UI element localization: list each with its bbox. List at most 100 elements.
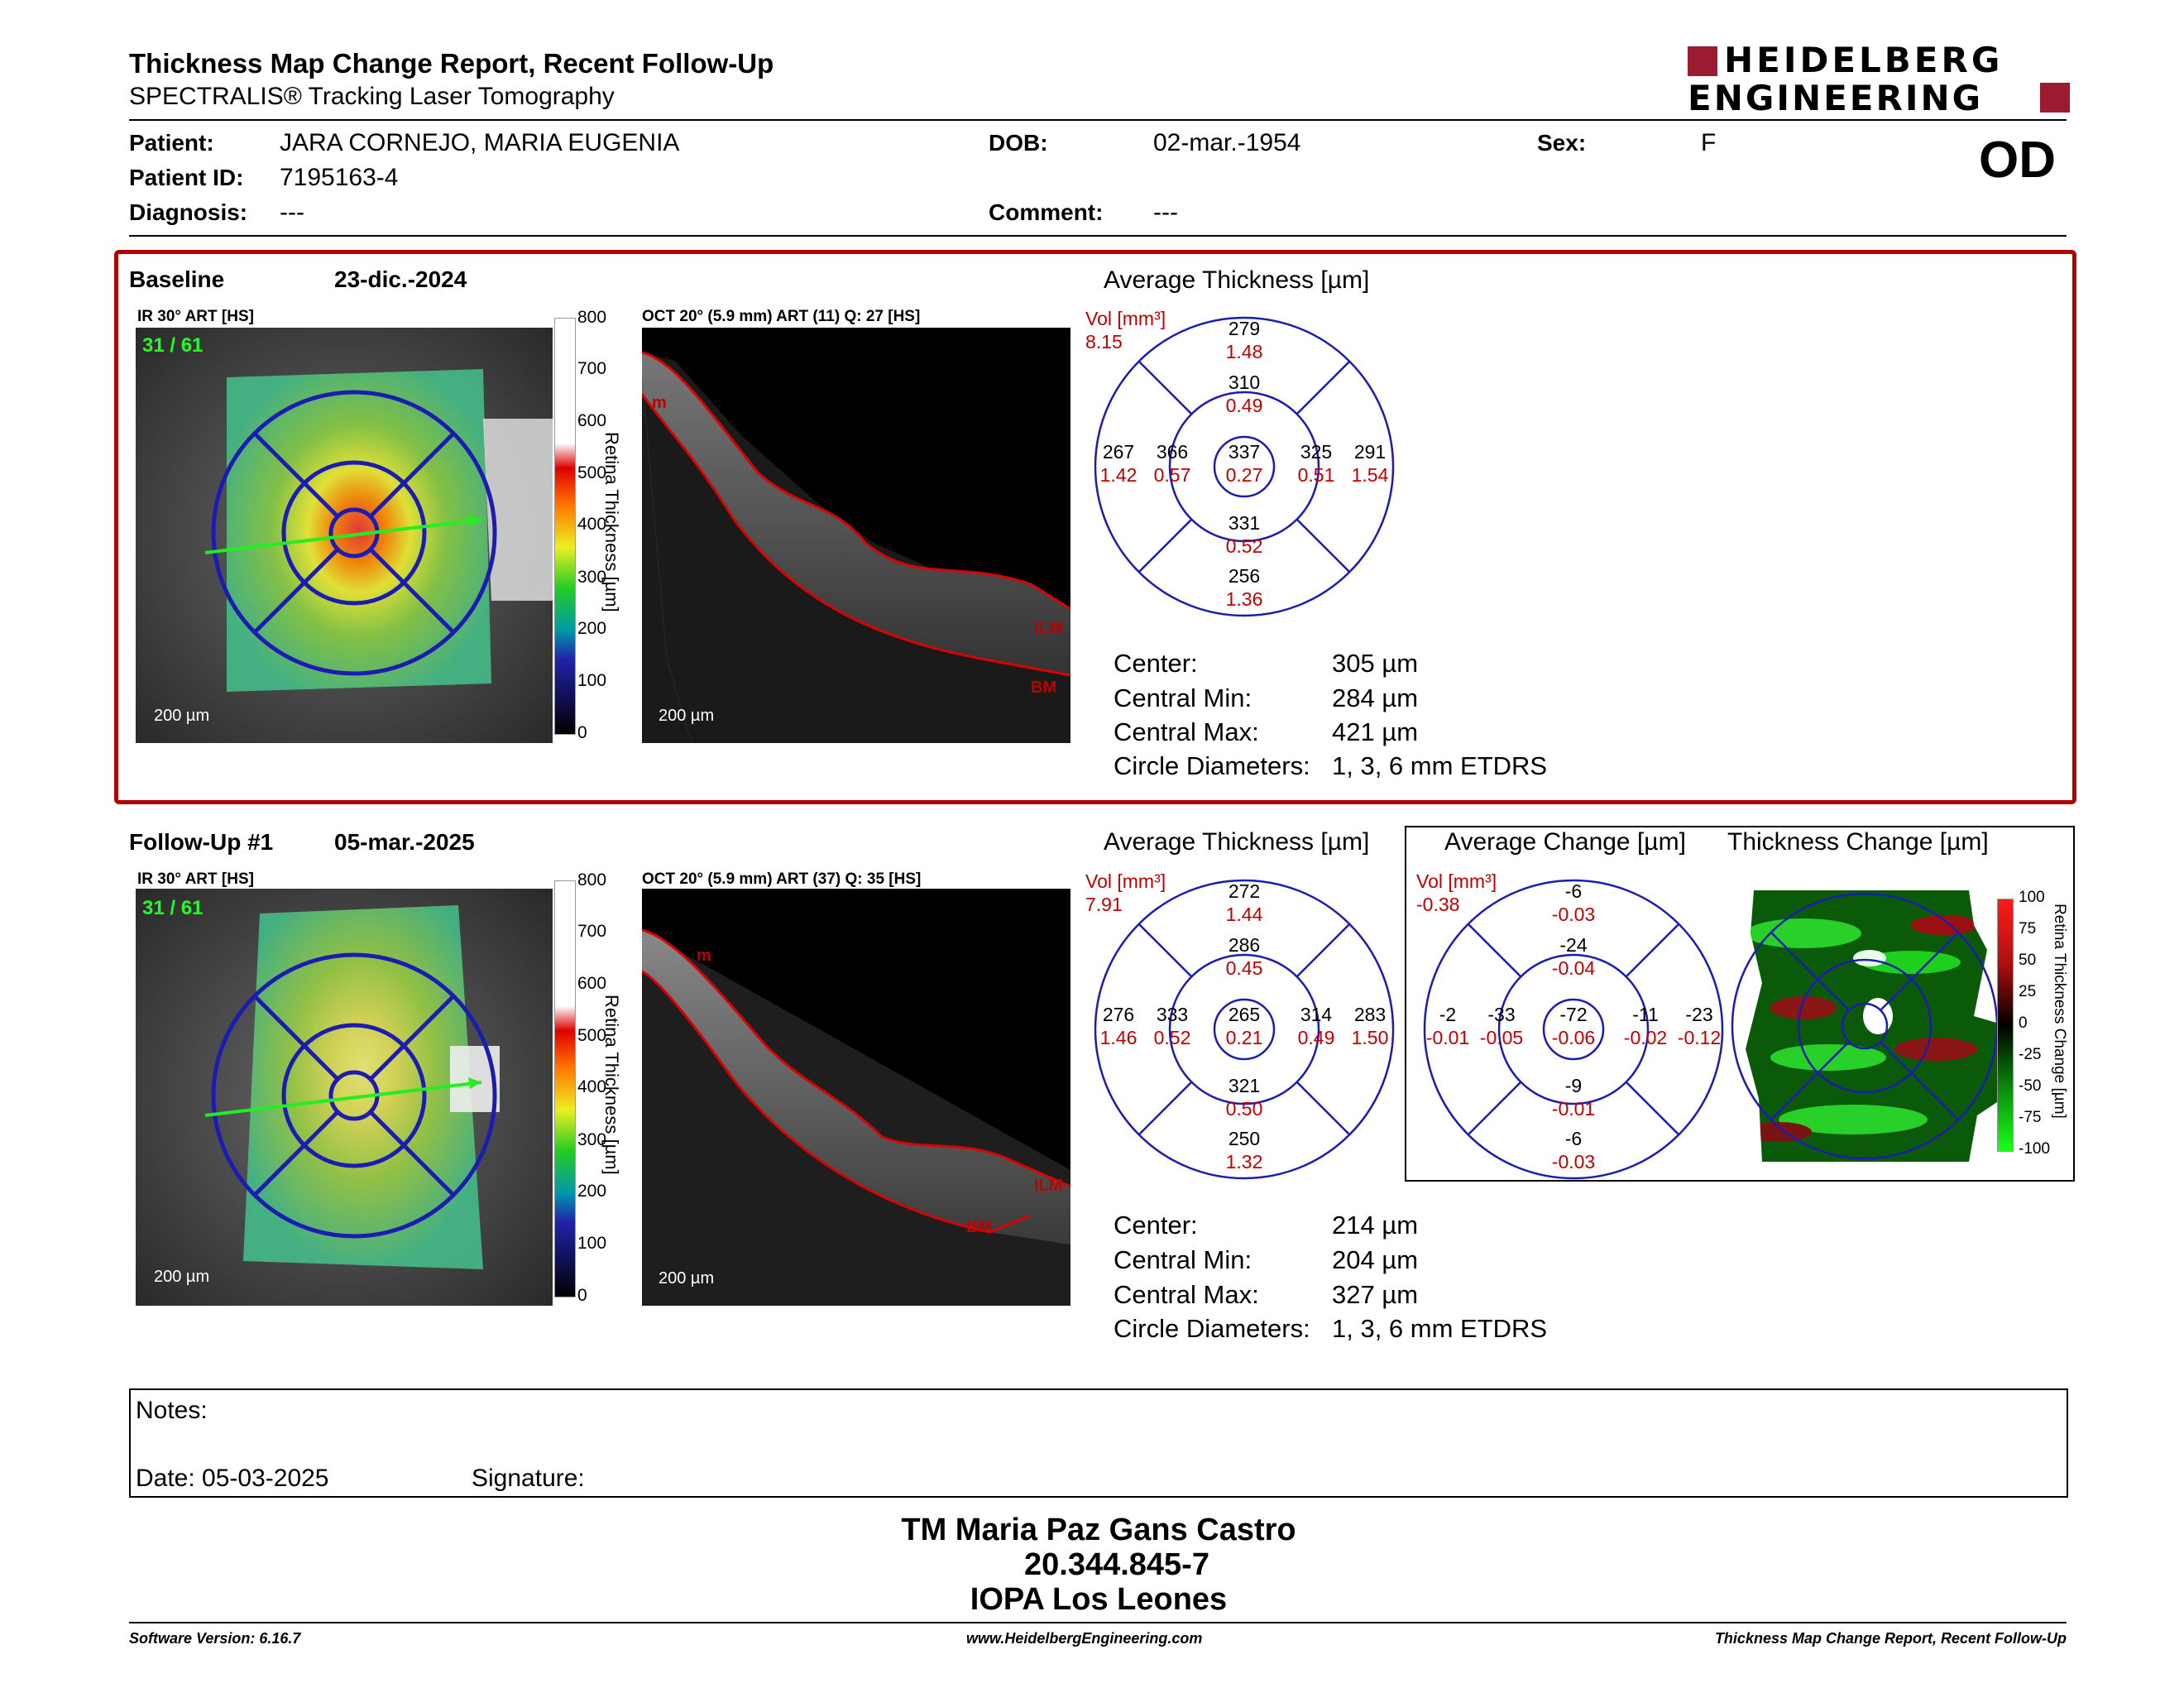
followup-center-value: 214 µm <box>1332 1211 1419 1240</box>
change-map-title: Thickness Change [µm] <box>1727 828 1989 856</box>
baseline-thickness-map <box>136 328 553 743</box>
cb-tick: 200 <box>577 619 607 638</box>
baseline-center-label: Center: <box>1114 649 1198 678</box>
followup-ir-caption: IR 30° ART [HS] <box>137 870 254 888</box>
change-inner-inf-val: -9 <box>1565 1075 1582 1096</box>
cb-tick: -100 <box>2019 1140 2051 1158</box>
cb-tick: 0 <box>577 1286 587 1305</box>
followup-vol-label: Vol [mm³] <box>1085 870 1166 892</box>
cb-tick: 400 <box>577 515 607 534</box>
cb-tick: 700 <box>577 359 607 378</box>
baseline-frame <box>114 250 2076 804</box>
cb-tick: 600 <box>577 974 607 993</box>
patient-id: 7195163-4 <box>280 164 399 191</box>
cb-tick: 300 <box>577 568 607 587</box>
signature-org: IOPA Los Leones <box>970 1582 1228 1617</box>
change-inner-inf-vol: -0.01 <box>1552 1098 1595 1120</box>
change-outer-temp-vol: -0.12 <box>1678 1027 1721 1048</box>
patient-label: Patient: <box>129 130 214 156</box>
footer-software: Software Version: 6.16.7 <box>129 1630 301 1647</box>
cb-tick: 200 <box>577 1182 607 1201</box>
baseline-inner-inf-val: 331 <box>1228 512 1260 534</box>
followup-ir-scale: 200 µm <box>154 1268 210 1286</box>
cb-tick: -25 <box>2019 1046 2042 1063</box>
baseline-center-val: 337 <box>1228 441 1260 463</box>
baseline-vol-label: Vol [mm³] <box>1085 308 1166 329</box>
baseline-outer-sup-vol: 1.48 <box>1226 341 1263 362</box>
followup-circ-label: Circle Diameters: <box>1114 1314 1310 1343</box>
baseline-center-vol: 0.27 <box>1226 464 1263 486</box>
baseline-colorbar-title: Retina Thickness [µm] <box>601 432 622 612</box>
change-center-vol: -0.06 <box>1552 1027 1595 1048</box>
dob-value: 02-mar.-1954 <box>1153 129 1301 156</box>
followup-inner-sup-val: 286 <box>1228 934 1260 956</box>
baseline-inner-inf-vol: 0.52 <box>1226 535 1263 557</box>
baseline-oct-scan <box>642 351 1070 743</box>
baseline-circ-label: Circle Diameters: <box>1114 751 1310 780</box>
followup-oct-scale: 200 µm <box>659 1269 715 1288</box>
comment-label: Comment: <box>989 199 1104 225</box>
followup-circ-value: 1, 3, 6 mm ETDRS <box>1332 1314 1548 1343</box>
followup-inner-nas-vol: 0.52 <box>1154 1027 1191 1048</box>
logo-line-2: ENGINEERING <box>1688 78 1984 118</box>
change-outer-nas-val: -2 <box>1439 1004 1456 1025</box>
followup-inner-inf-val: 321 <box>1228 1075 1260 1096</box>
baseline-colorbar <box>554 318 576 735</box>
followup-outer-sup-val: 272 <box>1228 880 1260 902</box>
change-inner-temp-vol: -0.02 <box>1624 1027 1667 1048</box>
followup-thickness-map <box>136 889 553 1306</box>
cb-tick: 800 <box>577 308 607 327</box>
followup-avg-title: Average Thickness [µm] <box>1104 828 1370 856</box>
notes-box <box>129 1388 2068 1498</box>
followup-oct-image: m ILM BM 200 µm <box>642 889 1070 1306</box>
cb-tick: 100 <box>577 1234 607 1253</box>
cb-tick: 700 <box>577 922 607 941</box>
followup-outer-temp-vol: 1.50 <box>1352 1027 1389 1048</box>
cb-tick: 0 <box>577 723 587 742</box>
followup-oct-caption: OCT 20° (5.9 mm) ART (37) Q: 35 [HS] <box>642 870 922 888</box>
baseline-etdrs-grid: 279 1.48 310 0.49 337 0.27 331 0.52 256 … <box>1094 316 1395 617</box>
baseline-inner-sup-vol: 0.49 <box>1226 395 1263 416</box>
baseline-outer-temp-val: 291 <box>1354 441 1386 463</box>
baseline-circ-value: 1, 3, 6 mm ETDRS <box>1332 751 1548 780</box>
followup-inner-temp-val: 314 <box>1300 1004 1333 1025</box>
signature-id: 20.344.845-7 <box>1024 1547 1209 1582</box>
baseline-inner-nas-vol: 0.57 <box>1154 464 1191 486</box>
followup-inner-temp-vol: 0.49 <box>1298 1027 1335 1048</box>
baseline-outer-inf-val: 256 <box>1228 565 1260 587</box>
baseline-outer-sup-val: 279 <box>1228 318 1260 339</box>
change-colorbar <box>1997 899 2014 1152</box>
baseline-inner-temp-val: 325 <box>1300 441 1332 463</box>
cb-tick: 25 <box>2019 983 2037 1000</box>
baseline-label: Baseline <box>129 266 225 292</box>
baseline-oct-m-label: m <box>652 394 667 412</box>
followup-outer-sup-vol: 1.44 <box>1226 904 1263 925</box>
change-outer-temp-val: -23 <box>1685 1004 1712 1025</box>
followup-inner-inf-vol: 0.50 <box>1226 1098 1263 1120</box>
baseline-outer-temp-vol: 1.54 <box>1352 464 1389 486</box>
dob-label: DOB: <box>989 130 1048 156</box>
footer-website[interactable]: www.HeidelbergEngineering.com <box>966 1630 1203 1647</box>
change-inner-temp-val: -11 <box>1632 1004 1659 1025</box>
cb-tick: 100 <box>577 671 607 690</box>
followup-outer-nas-vol: 1.46 <box>1100 1027 1138 1048</box>
change-outer-inf-val: -6 <box>1565 1128 1582 1149</box>
change-outer-sup-val: -6 <box>1565 880 1582 902</box>
cb-tick: 400 <box>577 1077 607 1096</box>
followup-oct-bm-label: BM <box>966 1218 993 1236</box>
baseline-outer-nas-vol: 1.42 <box>1100 464 1138 486</box>
cb-tick: 500 <box>577 1026 607 1045</box>
notes-label: Notes: <box>136 1397 208 1424</box>
followup-outer-inf-val: 250 <box>1228 1128 1260 1149</box>
followup-ir-counter: 31 / 61 <box>142 897 204 919</box>
baseline-min-label: Central Min: <box>1114 683 1252 712</box>
baseline-max-value: 421 µm <box>1332 717 1419 746</box>
followup-outer-inf-vol: 1.32 <box>1226 1151 1263 1172</box>
report-title: Thickness Map Change Report, Recent Foll… <box>129 48 774 79</box>
change-etdrs-grid: -6 -0.03 -24 -0.04 -72 -0.06 -9 -0.01 -6… <box>1423 879 1724 1180</box>
baseline-oct-ilm-label: ILM <box>1034 619 1063 637</box>
baseline-avg-title: Average Thickness [µm] <box>1104 266 1370 294</box>
baseline-max-label: Central Max: <box>1114 717 1259 746</box>
cb-tick: 500 <box>577 463 607 482</box>
followup-oct-m-label: m <box>697 947 711 965</box>
